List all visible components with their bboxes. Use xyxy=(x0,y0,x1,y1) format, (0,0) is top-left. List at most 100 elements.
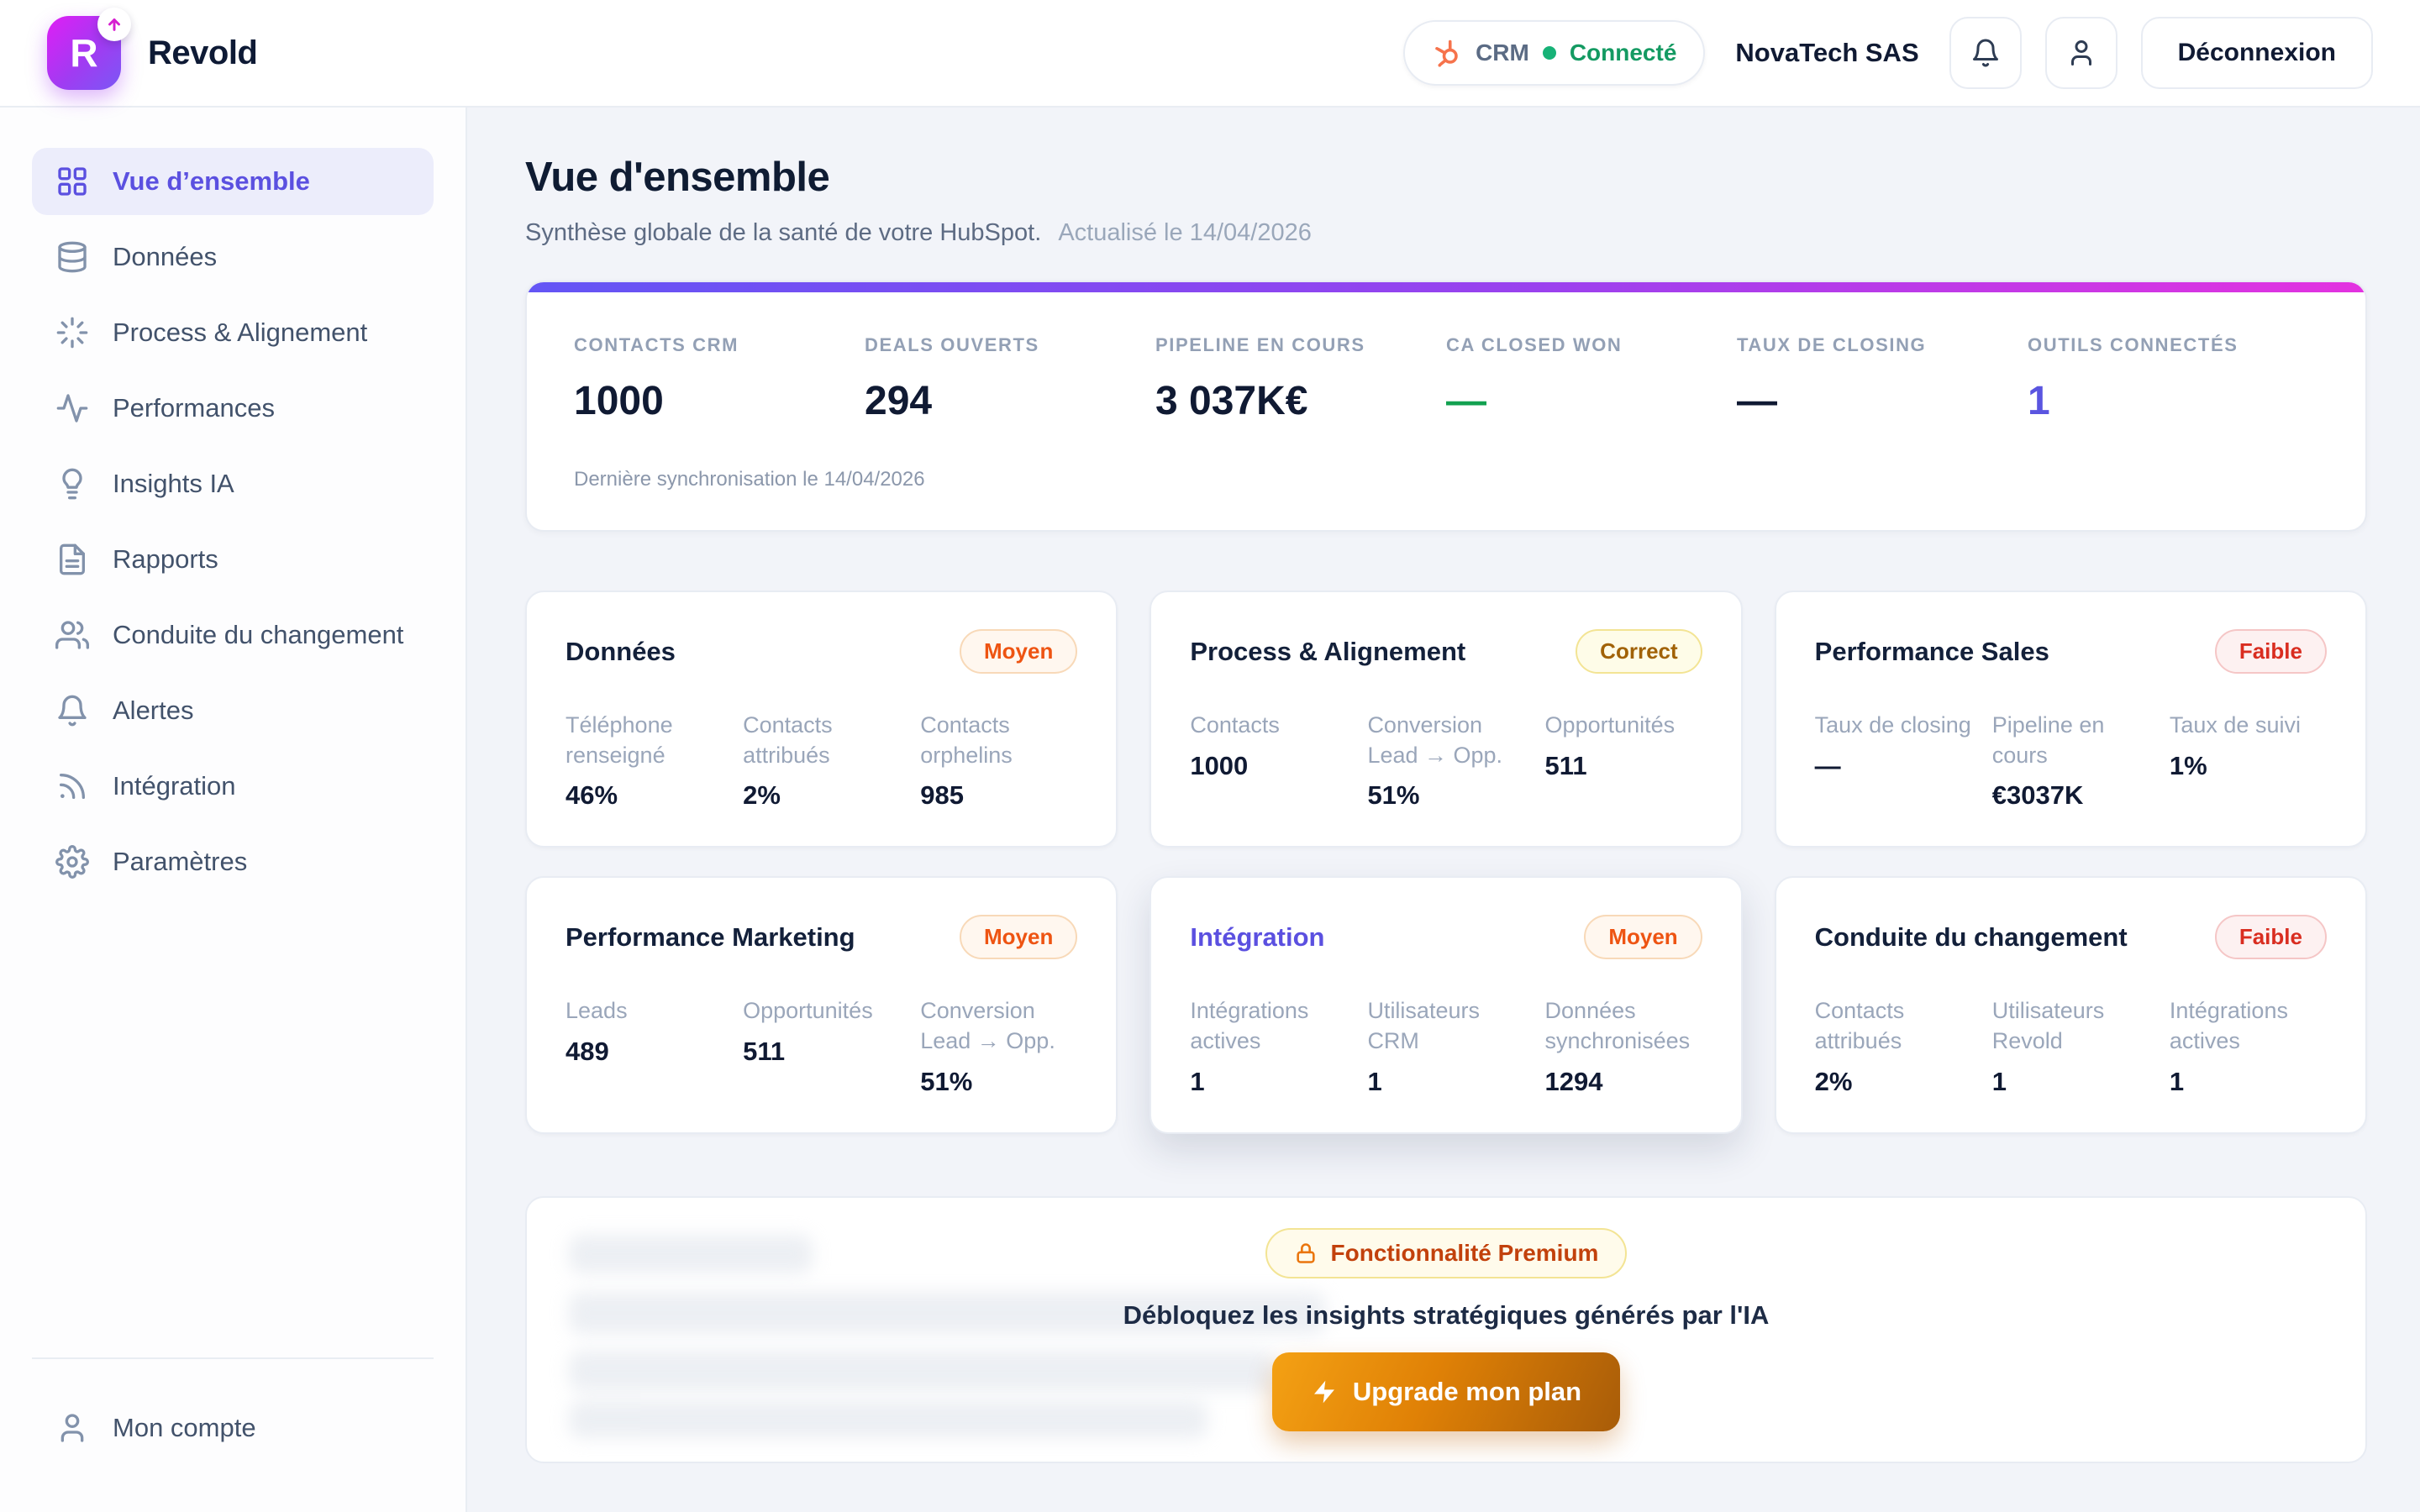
kpi-value: 294 xyxy=(865,379,933,423)
kpi-label: CONTACTS CRM xyxy=(574,334,739,355)
metric-label: Utilisateurs CRM xyxy=(1367,998,1480,1053)
metric-label: Taux de suivi xyxy=(2169,712,2301,738)
metric: Taux de closing — xyxy=(1815,711,1972,811)
crm-status: Connecté xyxy=(1569,39,1677,66)
upgrade-plan-button[interactable]: Upgrade mon plan xyxy=(1271,1352,1621,1431)
metric-value: 985 xyxy=(920,780,964,811)
kpi-outils-connectes: OUTILS CONNECTÉS 1 xyxy=(2028,334,2318,424)
app-header: R Revold CRM Connecté NovaTech SAS xyxy=(0,0,2420,108)
app-logo: R xyxy=(47,8,131,90)
kpi-ca-closed-won: CA CLOSED WON — xyxy=(1446,334,1737,424)
metric-value: 489 xyxy=(566,1036,609,1066)
metric: Données synchronisées 1294 xyxy=(1545,996,1702,1096)
metric-value: 511 xyxy=(1544,750,1587,780)
metric-label: Contacts attribués xyxy=(743,712,833,768)
metric: Opportunités 511 xyxy=(1545,711,1702,811)
sidebar-item-label: Vue d’ensemble xyxy=(113,166,310,196)
kpi-label: CA CLOSED WON xyxy=(1446,334,1623,355)
kpi-contacts-crm: CONTACTS CRM 1000 xyxy=(574,334,865,424)
card-donnees[interactable]: Données Moyen Téléphone renseigné 46% Con… xyxy=(525,591,1118,848)
crm-connection-pill[interactable]: CRM Connecté xyxy=(1403,20,1706,86)
sidebar-item-label: Rapports xyxy=(113,544,218,574)
sidebar-item-parametres[interactable]: Paramètres xyxy=(32,828,434,895)
metric-label: Conversion Lead → Opp. xyxy=(1367,712,1503,768)
last-sync-text: Dernière synchronisation le 14/04/2026 xyxy=(574,468,925,491)
card-performance-marketing[interactable]: Performance Marketing Moyen Leads 489 Opp… xyxy=(525,876,1118,1134)
metric: Taux de suivi 1% xyxy=(2170,711,2327,811)
upgrade-button-label: Upgrade mon plan xyxy=(1352,1376,1582,1406)
card-integration[interactable]: Intégration Moyen Intégrations actives 1 … xyxy=(1150,876,1743,1134)
metric-label: Conversion Lead → Opp. xyxy=(920,998,1055,1053)
card-title: Conduite du changement xyxy=(1814,921,2128,952)
metric: Opportunités 511 xyxy=(743,996,900,1096)
metric-label: Contacts xyxy=(1190,712,1280,738)
metric-label: Contacts orphelins xyxy=(920,712,1013,768)
file-text-icon xyxy=(55,543,89,576)
sidebar-item-integration[interactable]: Intégration xyxy=(32,753,434,820)
metric-label: Intégrations actives xyxy=(2169,998,2288,1053)
page-subtitle: Synthèse globale de la santé de votre Hu… xyxy=(525,219,2367,247)
metric: Contacts orphelins 985 xyxy=(920,711,1077,811)
metric: Contacts attribués 2% xyxy=(743,711,900,811)
kpi-label: PIPELINE EN COURS xyxy=(1155,334,1365,355)
kpi-taux-de-closing: TAUX DE CLOSING — xyxy=(1737,334,2028,424)
notifications-button[interactable] xyxy=(1949,17,2022,89)
premium-headline: Débloquez les insights stratégiques géné… xyxy=(1123,1299,1770,1330)
card-title: Process & Alignement xyxy=(1190,636,1466,666)
card-performance-sales[interactable]: Performance Sales Faible Taux de closing… xyxy=(1774,591,2367,848)
zap-icon xyxy=(1311,1378,1338,1405)
premium-overlay: Fonctionnalité Premium Débloquez les ins… xyxy=(527,1198,2365,1462)
metric-label: Opportunités xyxy=(1544,712,1676,738)
sidebar-item-insights-ia[interactable]: Insights IA xyxy=(32,450,434,517)
sidebar-item-label: Intégration xyxy=(113,771,236,801)
sidebar-item-rapports[interactable]: Rapports xyxy=(32,526,434,593)
kpi-label: OUTILS CONNECTÉS xyxy=(2028,334,2238,355)
company-name: NovaTech SAS xyxy=(1735,38,1919,67)
account-button[interactable] xyxy=(2044,17,2118,89)
logout-button[interactable]: Déconnexion xyxy=(2140,17,2373,89)
kpi-pipeline-en-cours: PIPELINE EN COURS 3 037K€ xyxy=(1155,334,1446,424)
brand: R Revold xyxy=(47,8,258,90)
status-badge: Correct xyxy=(1576,629,1702,674)
sidebar-item-mon-compte[interactable]: Mon compte xyxy=(32,1394,434,1462)
metric-label: Taux de closing xyxy=(1814,712,1971,738)
logo-letter: R xyxy=(70,31,98,75)
sidebar-item-label: Données xyxy=(113,242,218,271)
rss-icon xyxy=(55,769,89,803)
brand-name: Revold xyxy=(148,34,258,71)
user-icon xyxy=(55,1411,89,1445)
status-badge: Faible xyxy=(2214,629,2327,674)
metric-value: 511 xyxy=(743,1036,786,1066)
kpi-label: TAUX DE CLOSING xyxy=(1737,334,1927,355)
sidebar-item-donnees[interactable]: Données xyxy=(32,223,434,291)
metric-value: — xyxy=(1814,750,1841,780)
sidebar-item-process-alignement[interactable]: Process & Alignement xyxy=(32,299,434,366)
metric-value: 1% xyxy=(2169,750,2207,780)
card-conduite-du-changement[interactable]: Conduite du changement Faible Contacts a… xyxy=(1774,876,2367,1134)
metric-value: 1 xyxy=(1991,1066,2007,1096)
metric-value: €3037K xyxy=(1991,780,2084,811)
metric: Leads 489 xyxy=(566,996,723,1096)
sidebar-item-label: Paramètres xyxy=(113,847,248,876)
sidebar-item-conduite-du-changement[interactable]: Conduite du changement xyxy=(32,601,434,669)
card-title: Performance Sales xyxy=(1814,636,2049,666)
card-title: Intégration xyxy=(1190,921,1325,952)
blurred-text-line xyxy=(569,1350,1275,1391)
blurred-text-line xyxy=(569,1234,813,1273)
sidebar-item-alertes[interactable]: Alertes xyxy=(32,677,434,744)
card-title: Performance Marketing xyxy=(566,921,855,952)
sidebar: Vue d’ensemble Données Process & Alignem… xyxy=(0,108,467,1512)
sidebar-item-performances[interactable]: Performances xyxy=(32,375,434,442)
sidebar-item-vue-densemble[interactable]: Vue d’ensemble xyxy=(32,148,434,215)
connected-status-dot xyxy=(1542,46,1556,60)
users-icon xyxy=(55,618,89,652)
sidebar-item-label: Mon compte xyxy=(113,1413,256,1442)
premium-feature-badge: Fonctionnalité Premium xyxy=(1265,1227,1628,1278)
user-icon xyxy=(2066,38,2096,68)
card-process-alignement[interactable]: Process & Alignement Correct Contacts 100… xyxy=(1150,591,1743,848)
page-title: Vue d'ensemble xyxy=(525,155,830,200)
metric: Intégrations actives 1 xyxy=(1190,996,1347,1096)
kpi-value: — xyxy=(1446,379,1486,423)
metric-label: Données synchronisées xyxy=(1544,998,1691,1053)
grid-icon xyxy=(55,165,89,198)
